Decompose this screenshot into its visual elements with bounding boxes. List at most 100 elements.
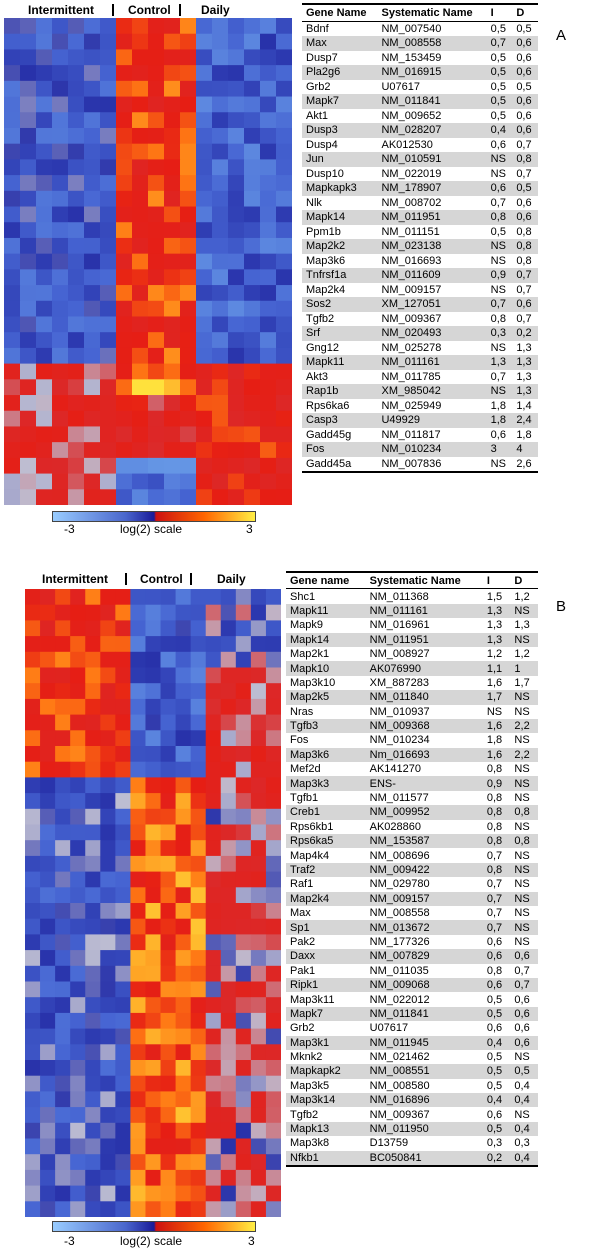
heatmap-cell [20, 143, 37, 160]
heatmap-cell [40, 1138, 56, 1155]
heatmap-cell [85, 1138, 101, 1155]
heatmap-cell [212, 332, 229, 349]
heatmap-cell [100, 651, 116, 668]
d-value-cell: NS [510, 905, 538, 921]
heatmap-cell [85, 1185, 101, 1202]
heatmap-cell [265, 903, 281, 920]
heatmap-cell [228, 80, 245, 97]
heatmap-cell [212, 222, 229, 239]
gene-name-cell: Fos [302, 442, 378, 457]
heatmap-cell [115, 636, 131, 653]
heatmap-cell [84, 379, 101, 396]
gene-name-cell: Jun [302, 152, 378, 167]
heatmap-cell [260, 222, 277, 239]
heatmap-cell [148, 33, 165, 50]
systematic-name-cell: NM_009952 [365, 805, 483, 820]
heatmap-cell [115, 1154, 131, 1171]
heatmap-cell [228, 269, 245, 286]
heatmap-cell [260, 332, 277, 349]
table-row: Creb1 NM_009952 0,8 0,8 [286, 805, 538, 820]
heatmap-cell [145, 934, 161, 951]
heatmap-cell [205, 1012, 222, 1029]
table-row: Mapkapk3 NM_178907 0,6 0,5 [302, 181, 538, 196]
d-value-cell: NS [510, 762, 538, 777]
panel-a: Intermittent Control Daily -3 log(2) sca… [0, 0, 600, 540]
heatmap-cell [132, 457, 149, 474]
heatmap-cell [84, 49, 101, 66]
heatmap-cell [130, 871, 146, 888]
heatmap-cell [100, 918, 116, 935]
table-row: Sos2 XM_127051 0,7 0,6 [302, 297, 538, 312]
heatmap-cell [145, 855, 161, 872]
table-row: Grb2 U07617 0,6 0,6 [286, 1021, 538, 1036]
heatmap-cell [20, 395, 37, 412]
heatmap-cell [205, 714, 222, 731]
heatmap-cell [145, 604, 161, 621]
heatmap-cell [265, 730, 281, 747]
heatmap-cell [40, 698, 56, 715]
heatmap-cell [40, 636, 56, 653]
heatmap-cell [205, 620, 222, 637]
heatmap-cell [196, 253, 213, 270]
heatmap-cell [164, 379, 181, 396]
heatmap-cell [70, 997, 86, 1014]
heatmap-cell [145, 651, 161, 668]
heatmap-cell [164, 473, 181, 490]
d-value-cell: 0,7 [512, 268, 538, 283]
heatmap-cell [25, 730, 41, 747]
heatmap-cell [244, 395, 261, 412]
heatmap-cell [196, 332, 213, 349]
i-value-cell: 1,7 [482, 690, 511, 705]
heatmap-cell [265, 1091, 281, 1108]
heatmap-cell [164, 127, 181, 145]
heatmap-cell [70, 950, 86, 967]
heatmap-cell [228, 237, 245, 255]
table-row: Map3k10 XM_887283 1,6 1,7 [286, 675, 538, 691]
heatmap-cell [250, 1060, 267, 1077]
i-value-cell: NS [486, 282, 513, 297]
heatmap-cell [116, 473, 133, 490]
heatmap-cell [196, 49, 213, 66]
heatmap-cell [100, 395, 117, 412]
heatmap-cell [70, 1044, 86, 1061]
heatmap-cell [100, 1075, 116, 1092]
heatmap-cell [212, 457, 229, 474]
d-value-cell: NS [510, 848, 538, 863]
heatmap-cell [265, 997, 281, 1014]
heatmap-cell [235, 1044, 252, 1061]
heatmap-cell [175, 1185, 192, 1202]
heatmap-cell [228, 18, 245, 35]
heatmap-cell [130, 824, 146, 841]
heatmap-cell [265, 667, 281, 684]
heatmap-cell [70, 714, 86, 731]
systematic-name-cell: NM_011035 [365, 963, 483, 978]
heatmap-cell [250, 651, 267, 668]
heatmap-cell [160, 698, 176, 715]
heatmap-cell [4, 363, 21, 380]
heatmap-cell [220, 808, 237, 825]
heatmap-cell [180, 127, 197, 145]
heatmap-cell [148, 190, 165, 207]
heatmap-cell [265, 965, 281, 982]
heatmap-cell [148, 426, 165, 443]
heatmap-cell [228, 363, 245, 380]
heatmap-cell [70, 589, 86, 606]
heatmap-cell [260, 269, 277, 286]
scale-max-label: 3 [248, 1234, 255, 1248]
heatmap-cell [130, 683, 146, 700]
heatmap-cell [196, 159, 213, 176]
table-row: Map2k4 NM_009157 0,7 NS [286, 891, 538, 906]
heatmap-cell [145, 840, 161, 857]
heatmap-cell [145, 589, 161, 606]
heatmap-cell [84, 65, 101, 82]
heatmap-cell [68, 300, 85, 317]
heatmap-cell [265, 1028, 281, 1045]
heatmap-cell [40, 714, 56, 731]
heatmap-cell [205, 934, 222, 951]
heatmap-cell [68, 410, 85, 427]
heatmap-cell [160, 620, 176, 637]
heatmap-cell [85, 604, 101, 621]
heatmap-cell [84, 395, 101, 412]
heatmap-cell [116, 489, 133, 505]
heatmap-cell [116, 269, 133, 286]
